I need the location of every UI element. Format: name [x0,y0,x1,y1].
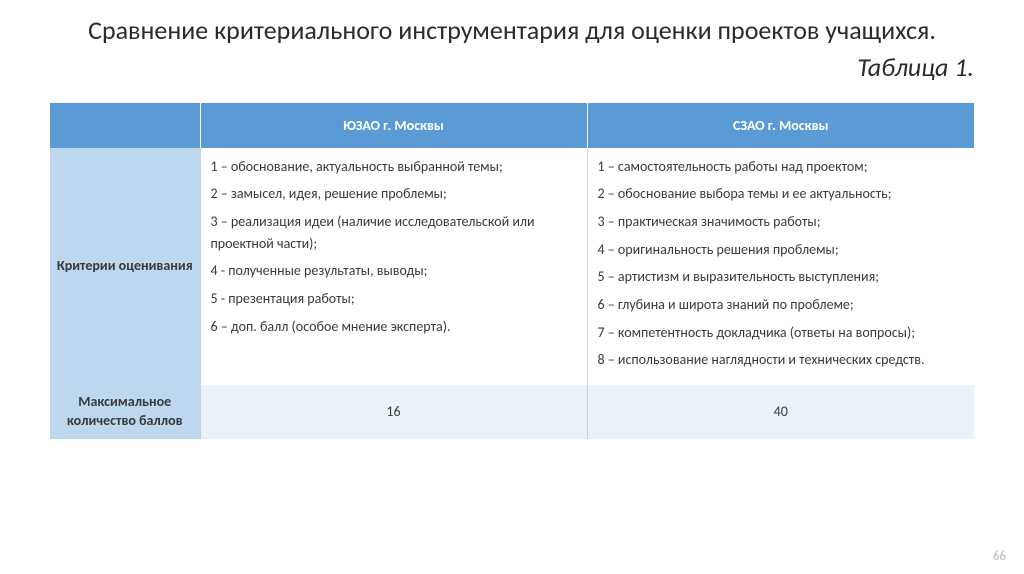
criteria-cell-col1: 1 – обоснование, актуальность выбранной … [200,148,587,386]
table-row: Критерии оценивания 1 – обоснование, акт… [50,148,974,386]
list-item: 3 – реализация идеи (наличие исследовате… [211,211,577,254]
list-item: 5 - презентация работы; [211,288,577,310]
list-item: 4 – оригинальность решения проблемы; [598,239,965,261]
list-item: 6 – доп. балл (особое мнение эксперта). [211,316,577,338]
list-item: 2 – обоснование выбора темы и ее актуаль… [598,183,965,205]
list-item: 3 – практическая значимость работы; [598,211,965,233]
table-row: Максимальное количество баллов 16 40 [50,385,974,439]
table-header-row: ЮЗАО г. Москвы СЗАО г. Москвы [50,103,974,148]
list-item: 8 – использование наглядности и техничес… [598,349,965,371]
list-item: 7 – компетентность докладчика (ответы на… [598,322,965,344]
table-corner [50,103,200,148]
slide: Сравнение критериального инструментария … [0,0,1024,574]
table-caption: Таблица 1. [50,51,974,83]
list-item: 4 - полученные результаты, выводы; [211,260,577,282]
max-score-col1: 16 [200,385,587,439]
list-item: 5 – артистизм и выразительность выступле… [598,266,965,288]
page-number: 66 [993,549,1006,564]
list-item: 6 – глубина и широта знаний по проблеме; [598,294,965,316]
list-item: 1 – самостоятельность работы над проекто… [598,156,965,178]
row-header-criteria: Критерии оценивания [50,148,200,386]
max-score-col2: 40 [587,385,974,439]
list-item: 1 – обоснование, актуальность выбранной … [211,156,577,178]
comparison-table: ЮЗАО г. Москвы СЗАО г. Москвы Критерии о… [50,103,974,439]
criteria-cell-col2: 1 – самостоятельность работы над проекто… [587,148,974,386]
table-colhead-2: СЗАО г. Москвы [587,103,974,148]
list-item: 2 – замысел, идея, решение проблемы; [211,183,577,205]
row-header-max: Максимальное количество баллов [50,385,200,439]
page-title: Сравнение критериального инструментария … [50,14,974,47]
table-colhead-1: ЮЗАО г. Москвы [200,103,587,148]
